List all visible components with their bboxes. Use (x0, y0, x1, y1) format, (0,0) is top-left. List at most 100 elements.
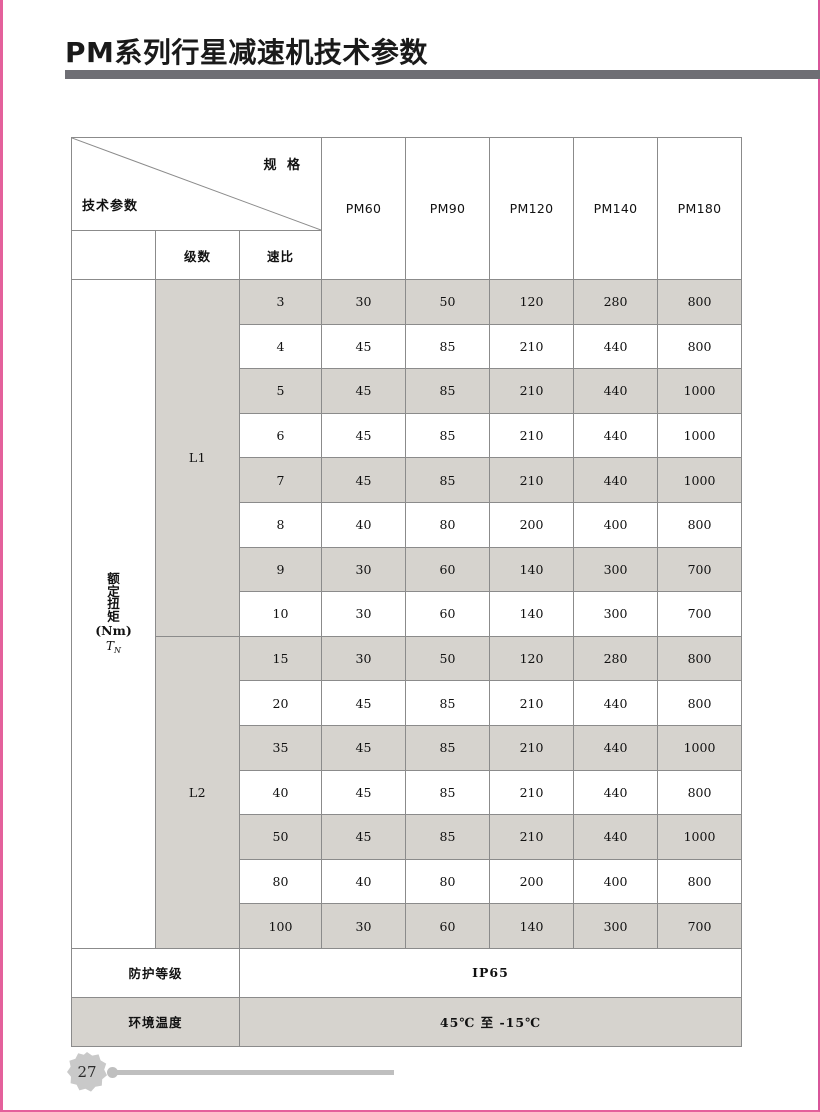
torque-value-cell: 210 (489, 814, 574, 860)
torque-value-cell: 60 (405, 546, 490, 593)
torque-value-cell: 300 (573, 546, 658, 593)
torque-value-cell: 85 (405, 724, 490, 771)
torque-value-cell: 200 (489, 858, 574, 905)
table-row: 4 45 85 210 440 800 (72, 323, 742, 370)
torque-value-cell: 440 (573, 680, 658, 726)
torque-value-cell: 400 (573, 501, 658, 548)
rated-torque-label-cell: 额定扭矩 (Nm) TN (71, 279, 156, 949)
torque-value-cell: 140 (489, 903, 574, 949)
subheader-spacer-cell (71, 230, 156, 280)
torque-value-cell: 140 (489, 546, 574, 593)
ratio-cell: 20 (239, 680, 322, 726)
footer-row-label: 防护等级 (71, 947, 240, 998)
torque-value-cell: 45 (321, 368, 406, 414)
model-header-pm180: PM180 (657, 137, 742, 280)
torque-value-cell: 40 (321, 501, 406, 548)
spec-axis-label: 规 格 (263, 158, 303, 173)
footer-row-value: 45℃ 至 -15℃ (239, 996, 742, 1047)
title-divider (65, 70, 820, 79)
table-row: 80 40 80 200 400 800 (72, 858, 742, 905)
page-title: PM系列行星减速机技术参数 (65, 36, 428, 69)
torque-value-cell: 280 (573, 279, 658, 325)
footer-rule (116, 1070, 394, 1075)
ratio-cell: 50 (239, 814, 322, 860)
torque-value-cell: 45 (321, 724, 406, 771)
specification-table: 规 格技术参数 PM60 PM90 PM120 PM140 PM180 级数 速比额定扭矩 (N… (71, 137, 742, 1047)
page-number: 27 (77, 1063, 97, 1081)
torque-value-cell: 800 (657, 635, 742, 682)
torque-value-cell: 45 (321, 323, 406, 370)
table-row: 7 45 85 210 440 1000 (72, 457, 742, 503)
torque-value-cell: 85 (405, 680, 490, 726)
ratio-cell: 80 (239, 858, 322, 905)
torque-value-cell: 30 (321, 635, 406, 682)
torque-value-cell: 440 (573, 769, 658, 816)
torque-value-cell: 80 (405, 501, 490, 548)
table-row: 20 45 85 210 440 800 (72, 680, 742, 726)
ratio-cell: 7 (239, 457, 322, 503)
torque-value-cell: 1000 (657, 457, 742, 503)
torque-value-cell: 210 (489, 323, 574, 370)
ratio-cell: 9 (239, 546, 322, 593)
torque-value-cell: 30 (321, 903, 406, 949)
table-row: 50 45 85 210 440 1000 (72, 814, 742, 860)
grade-cell-l1: L1 (155, 279, 240, 637)
model-header-pm140: PM140 (573, 137, 658, 280)
torque-value-cell: 700 (657, 591, 742, 637)
torque-value-cell: 140 (489, 591, 574, 637)
torque-value-cell: 210 (489, 368, 574, 414)
ratio-cell: 3 (239, 279, 322, 325)
torque-value-cell: 1000 (657, 412, 742, 459)
ratio-cell: 4 (239, 323, 322, 370)
table-footer-row: 防护等级 IP65 (71, 947, 742, 998)
torque-value-cell: 60 (405, 591, 490, 637)
table-row: 35 45 85 210 440 1000 (72, 724, 742, 771)
torque-value-cell: 700 (657, 546, 742, 593)
torque-value-cell: 700 (657, 903, 742, 949)
ratio-cell: 15 (239, 635, 322, 682)
torque-value-cell: 80 (405, 858, 490, 905)
torque-value-cell: 1000 (657, 724, 742, 771)
torque-value-cell: 440 (573, 368, 658, 414)
footer-row-label: 环境温度 (71, 996, 240, 1047)
torque-value-cell: 440 (573, 814, 658, 860)
torque-value-cell: 50 (405, 635, 490, 682)
table-row: 10 30 60 140 300 700 (72, 591, 742, 637)
parameter-axis-label: 技术参数 (82, 199, 139, 214)
torque-value-cell: 800 (657, 323, 742, 370)
stage-column-header: 级数 (155, 230, 240, 280)
ratio-cell: 100 (239, 903, 322, 949)
torque-value-cell: 200 (489, 501, 574, 548)
ratio-cell: 6 (239, 412, 322, 459)
torque-value-cell: 85 (405, 368, 490, 414)
torque-value-cell: 60 (405, 903, 490, 949)
torque-value-cell: 30 (321, 591, 406, 637)
ratio-cell: 5 (239, 368, 322, 414)
torque-value-cell: 45 (321, 680, 406, 726)
torque-value-cell: 210 (489, 769, 574, 816)
torque-value-cell: 120 (489, 279, 574, 325)
torque-value-cell: 210 (489, 680, 574, 726)
diagonal-line-icon (72, 138, 321, 230)
table-subheader-row: 级数 速比 (71, 230, 742, 280)
ratio-cell: 40 (239, 769, 322, 816)
torque-value-cell: 300 (573, 903, 658, 949)
torque-value-cell: 85 (405, 457, 490, 503)
diagonal-header-cell: 规 格技术参数 (71, 137, 322, 231)
page-footer: 27 (3, 1048, 820, 1094)
table-row: 6 45 85 210 440 1000 (72, 412, 742, 459)
model-header-pm120: PM120 (489, 137, 574, 280)
grade-cell-l2: L2 (155, 635, 240, 949)
table-row: 8 40 80 200 400 800 (72, 501, 742, 548)
torque-value-cell: 210 (489, 724, 574, 771)
ratio-cell: 35 (239, 724, 322, 771)
torque-value-cell: 300 (573, 591, 658, 637)
torque-value-cell: 1000 (657, 814, 742, 860)
table-row: L2 15 30 50 120 280 800 (72, 635, 742, 949)
torque-value-cell: 400 (573, 858, 658, 905)
torque-value-cell: 800 (657, 769, 742, 816)
page-number-badge: 27 (67, 1052, 107, 1092)
rated-torque-label: 额定扭矩 (Nm) TN (95, 570, 132, 655)
table-row: 9 30 60 140 300 700 (72, 546, 742, 593)
